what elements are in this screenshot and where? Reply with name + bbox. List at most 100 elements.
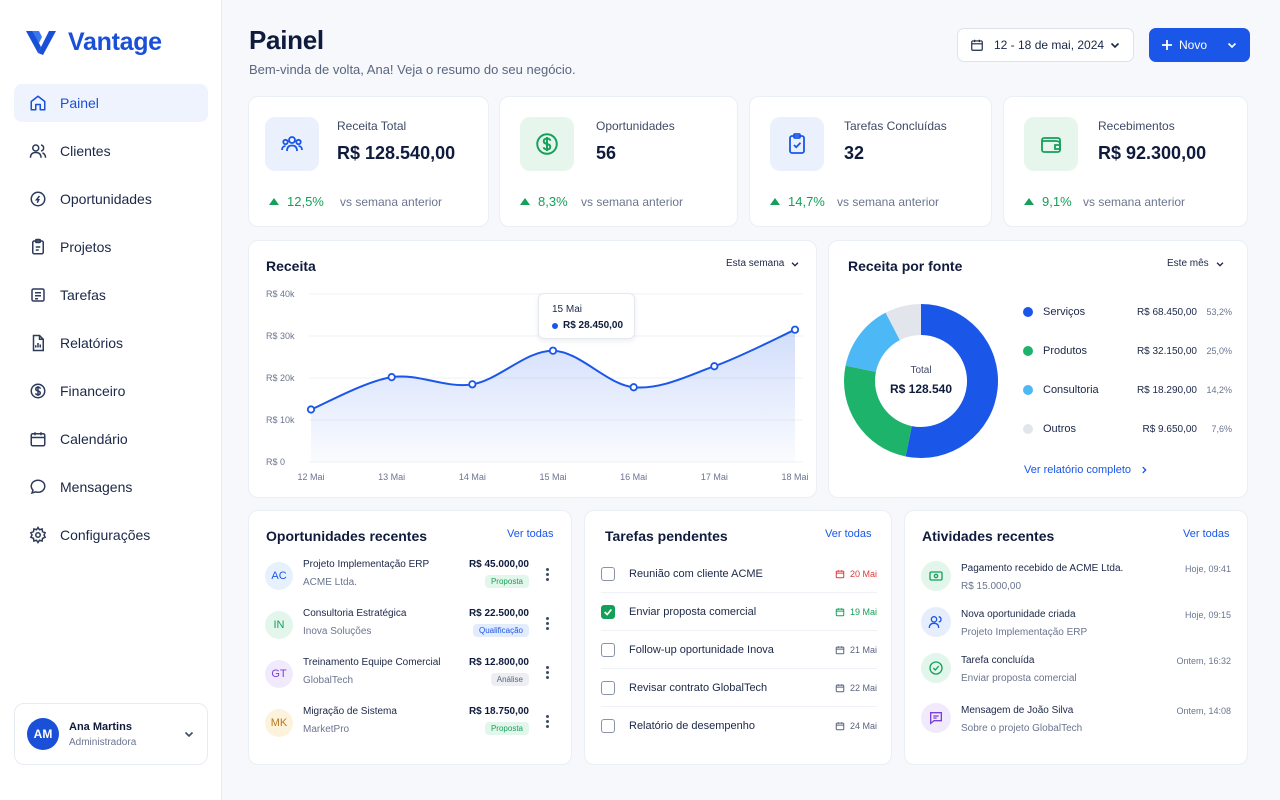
view-all-tasks-link[interactable]: Ver todas — [825, 528, 872, 540]
donut-total-label: Total — [910, 365, 932, 376]
more-options-icon[interactable] — [539, 614, 555, 632]
sidebar-item-tarefas[interactable]: Tarefas — [14, 276, 208, 314]
sidebar-item-mensagens[interactable]: Mensagens — [14, 468, 208, 506]
task-checkbox[interactable] — [601, 604, 615, 619]
sidebar-item-painel[interactable]: Painel — [14, 84, 208, 122]
activity-time: Hoje, 09:15 — [1184, 610, 1231, 620]
kpi-change-value: 14,7% — [788, 194, 825, 209]
activity-item[interactable]: Mensagem de João Silva Sobre o projeto G… — [921, 703, 1231, 743]
sidebar-item-financeiro[interactable]: Financeiro — [14, 372, 208, 410]
activity-item[interactable]: Pagamento recebido de ACME Ltda. R$ 15.0… — [921, 561, 1231, 601]
revenue-donut-chart — [844, 304, 998, 458]
list-item[interactable]: GT Treinamento Equipe Comercial GlobalTe… — [265, 657, 555, 693]
x-tick-label: 15 Mai — [539, 472, 566, 482]
task-row[interactable]: Relatório de desempenho 24 Mai — [601, 707, 877, 745]
kpi-value: R$ 128.540,00 — [337, 143, 456, 163]
brand-name: Vantage — [68, 28, 162, 56]
sidebar-item-oportunidades[interactable]: Oportunidades — [14, 180, 208, 218]
more-options-icon[interactable] — [539, 712, 555, 730]
user-menu[interactable]: AM Ana Martins Administradora — [14, 703, 208, 765]
legend-swatch — [1023, 424, 1033, 434]
legend-item-produtos: Produtos R$ 32.150,00 25,0% — [1023, 344, 1233, 358]
sidebar-item-projetos[interactable]: Projetos — [14, 228, 208, 266]
chevron-right-icon — [1142, 466, 1147, 474]
opportunity-value: R$ 12.800,00 — [468, 657, 529, 668]
kpi-change-value: 9,1% — [1042, 194, 1072, 209]
task-row[interactable]: Revisar contrato GlobalTech 22 Mai — [601, 669, 877, 707]
donut-total-value: R$ 128.540 — [889, 382, 953, 396]
list-item[interactable]: IN Consultoria Estratégica Inova Soluçõe… — [265, 608, 555, 644]
task-due-date: 22 Mai — [835, 683, 877, 693]
task-checkbox[interactable] — [601, 680, 615, 695]
task-date-label: 19 Mai — [849, 606, 877, 617]
legend-label: Produtos — [1043, 345, 1088, 357]
date-range-picker[interactable]: 12 - 18 de mai, 2024 — [957, 28, 1134, 62]
sidebar-item-relatorios[interactable]: Relatórios — [14, 324, 208, 362]
task-checkbox[interactable] — [601, 566, 615, 581]
kpi-change: 12,5% — [269, 194, 324, 209]
task-title: Follow-up oportunidade Inova — [629, 643, 774, 656]
full-report-link[interactable]: Ver relatório completo — [1024, 464, 1149, 476]
opportunity-value: R$ 18.750,00 — [468, 706, 529, 717]
opportunity-value: R$ 45.000,00 — [468, 559, 529, 570]
chevron-down-icon — [1227, 42, 1237, 49]
more-options-icon[interactable] — [539, 663, 555, 681]
calendar-icon — [835, 645, 845, 654]
legend-value: R$ 18.290,00 — [1136, 384, 1197, 396]
opportunity-icon — [28, 189, 48, 209]
view-all-activities-link[interactable]: Ver todas — [1183, 528, 1230, 540]
trend-up-icon — [1024, 198, 1034, 205]
opportunity-company: MarketPro — [303, 724, 350, 735]
sidebar-nav: Painel Clientes Oportunidades Projetos T… — [14, 84, 208, 564]
task-title: Enviar proposta comercial — [629, 605, 757, 618]
task-checkbox[interactable] — [601, 719, 615, 733]
new-button[interactable]: Novo — [1149, 28, 1250, 62]
sidebar-item-label: Projetos — [60, 239, 112, 255]
tooltip-value: R$ 28.450,00 — [563, 320, 624, 331]
kpi-compare: vs semana anterior — [581, 195, 684, 209]
activity-item[interactable]: Nova oportunidade criada Projeto Impleme… — [921, 607, 1231, 647]
legend-percent: 53,2% — [1206, 307, 1232, 317]
list-item[interactable]: MK Migração de Sistema MarketPro R$ 18.7… — [265, 706, 555, 742]
report-icon — [28, 333, 48, 353]
company-avatar: GT — [265, 660, 293, 688]
kpi-card-recebimentos: Recebimentos R$ 92.300,00 9,1% vs semana… — [1003, 96, 1248, 227]
task-row[interactable]: Enviar proposta comercial 19 Mai — [601, 593, 877, 631]
source-period-filter[interactable]: Este mês — [1167, 258, 1225, 269]
legend-item-consultoria: Consultoria R$ 18.290,00 14,2% — [1023, 383, 1233, 397]
task-row[interactable]: Reunião com cliente ACME 20 Mai — [601, 555, 877, 593]
sidebar-item-configuracoes[interactable]: Configurações — [14, 516, 208, 554]
list-item[interactable]: AC Projeto Implementação ERP ACME Ltda. … — [265, 559, 555, 595]
revenue-period-filter[interactable]: Esta semana — [726, 258, 800, 269]
view-all-opportunities-link[interactable]: Ver todas — [507, 528, 554, 540]
x-tick-label: 17 Mai — [701, 472, 728, 482]
sidebar-item-clientes[interactable]: Clientes — [14, 132, 208, 170]
kpi-card-receita-total: Receita Total R$ 128.540,00 12,5% vs sem… — [248, 96, 489, 227]
wallet-icon — [1024, 117, 1078, 171]
vantage-logo-icon — [26, 30, 56, 55]
dollar-icon — [520, 117, 574, 171]
revenue-line-chart: R$ 0 R$ 10k R$ 20k R$ 30k R$ 40k 12 Mai 13 Ma… — [266, 289, 809, 482]
calendar-icon — [835, 683, 845, 692]
series-dot — [552, 322, 558, 329]
kpi-label: Tarefas Concluídas — [844, 119, 947, 133]
legend-swatch — [1023, 307, 1033, 317]
task-checkbox[interactable] — [601, 642, 615, 657]
brand-logo[interactable]: Vantage — [24, 28, 162, 57]
y-tick-label: R$ 40k — [266, 289, 295, 299]
task-due-date: 20 Mai — [835, 569, 877, 579]
user-role: Administradora — [69, 736, 137, 748]
task-row[interactable]: Follow-up oportunidade Inova 21 Mai — [601, 631, 877, 669]
home-icon — [28, 93, 48, 113]
status-badge: Proposta — [484, 722, 529, 735]
sidebar-item-calendario[interactable]: Calendário — [14, 420, 208, 458]
legend-value: R$ 9.650,00 — [1142, 423, 1198, 435]
revenue-chart-title: Receita — [266, 258, 316, 274]
activity-time: Ontem, 16:32 — [1176, 656, 1231, 666]
data-point — [548, 346, 558, 355]
sidebar-item-label: Relatórios — [60, 335, 124, 351]
opportunity-title: Projeto Implementação ERP — [303, 559, 430, 570]
more-options-icon[interactable] — [539, 565, 555, 583]
activity-item[interactable]: Tarefa concluída Enviar proposta comerci… — [921, 653, 1231, 693]
chart-tooltip: 15 Mai R$ 28.450,00 — [538, 293, 635, 339]
